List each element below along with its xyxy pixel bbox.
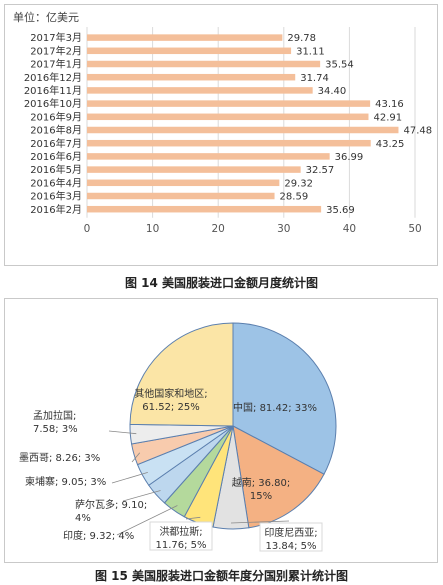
country-chart-panel: 中国; 81.42; 33% 越南; 36.80; 15% 印度尼西亚; 13.84; … [4,298,438,563]
bar-value-label: 28.59 [280,192,309,203]
pie-label-line: 墨西哥; 8.26; 3% [19,452,100,464]
leader-line [111,471,148,484]
y-category-label: 2016年3月 [30,190,82,203]
y-category-label: 2016年9月 [30,110,82,123]
x-tick-label: 20 [212,223,225,235]
monthly-bar-chart: 单位：亿美元 0 10 20 30 40 50 2017年3月 29.78 2017年2月 31.1… [13,10,432,235]
bar [87,126,399,134]
bar-value-label: 32.57 [306,165,335,176]
pie-label-line: 11.76; 5% [155,540,206,551]
pie-label-line: 7.58; 3% [33,424,78,435]
pie-label: 柬埔寨; 9.05; 3% [25,471,148,488]
x-tick-label: 30 [277,223,290,235]
pie-label-line: 柬埔寨; 9.05; 3% [25,475,106,488]
pie-slice [232,425,325,529]
leader-line [108,430,137,435]
x-tick-label: 50 [408,223,421,235]
pie-label: 其他国家和地区; 61.52; 25% [134,387,207,413]
pie-label-line: 印度; 9.32; 4% [63,529,134,542]
label-box [149,521,213,551]
x-tick-label: 40 [343,223,356,235]
y-category-label: 2016年5月 [30,163,82,176]
y-category-label: 2016年7月 [30,137,82,150]
pie-label-line: 印度尼西亚; [264,526,317,539]
bar-value-label: 34.40 [318,86,347,97]
y-category-label: 2016年4月 [30,176,82,189]
pie-label-line: 萨尔瓦多; 9.10; [75,498,147,511]
pie-label: 孟加拉国; 7.58; 3% [33,409,137,435]
pie-label: 萨尔瓦多; 9.10; 4% [75,490,161,524]
bar-value-label: 29.32 [284,178,313,189]
country-pie-chart: 中国; 81.42; 33% 越南; 36.80; 15% 印度尼西亚; 13.84; … [19,322,337,552]
bar-value-label: 43.25 [376,139,405,150]
pie-label-line: 61.52; 25% [142,402,199,413]
pie-label: 中国; 81.42; 33% [233,401,317,414]
pie-label-line: 15% [250,491,272,502]
monthly-chart-panel: 单位：亿美元 0 10 20 30 40 50 2017年3月 29.78 2017年2月 31.1… [4,4,438,266]
pie-label-line: 中国; 81.42; 33% [233,401,317,414]
pie-label-line: 洪都拉斯; [159,525,202,538]
bar-value-label: 35.54 [325,60,354,71]
bar-value-label: 31.11 [296,46,325,57]
figure-15-caption: 图 15 美国服装进口金额年度分国别累计统计图 [94,569,349,583]
label-box [259,522,323,552]
bar-value-label: 47.48 [403,126,432,137]
bar-value-label: 36.99 [335,152,364,163]
leader-line [131,452,141,463]
pie-label: 洪都拉斯; 11.76; 5% [149,516,213,551]
leader-line [230,520,290,524]
bar [87,87,313,94]
bar [87,153,330,160]
leader-line [185,516,201,520]
y-category-label: 2016年10月 [24,97,82,110]
bar-value-label: 35.69 [326,205,355,216]
bar-value-label: 31.74 [300,73,329,84]
y-category-label: 2016年2月 [30,203,82,216]
bar [87,100,371,107]
y-category-label: 2017年1月 [30,58,82,71]
y-category-label: 2016年12月 [24,71,82,84]
figure-14-caption: 图 14 美国服装进口金额月度统计图 [124,276,319,290]
bar [87,34,283,41]
leader-line [122,490,161,502]
bar [87,60,321,68]
pie-label-line: 其他国家和地区; [134,387,207,400]
bar [87,179,280,187]
pie-label-line: 13.84; 5% [265,541,316,552]
pie-slice [232,322,337,475]
y-category-label: 2016年6月 [30,150,82,163]
y-category-label: 2017年3月 [30,31,82,44]
bar [87,113,369,121]
bar [87,73,296,81]
pie-label: 越南; 36.80; 15% [232,476,291,502]
pie-slice [129,322,234,427]
y-category-label: 2016年8月 [30,124,82,137]
leader-line [116,505,178,536]
bar [87,166,301,173]
pie-label-line: 4% [75,513,91,524]
pie-label: 墨西哥; 8.26; 3% [19,452,141,464]
y-category-label: 2017年2月 [30,44,82,57]
bar [87,47,292,55]
bar-value-label: 29.78 [287,33,316,44]
pie-label-line: 越南; 36.80; [232,476,291,489]
pie-label: 印度; 9.32; 4% [63,505,178,542]
bar [87,205,322,213]
bar [87,139,371,147]
y-category-label: 2016年11月 [24,84,82,97]
bar-value-label: 43.16 [375,99,404,110]
x-tick-label: 0 [84,223,91,235]
pie-label-line: 孟加拉国; [33,409,76,422]
bar-value-label: 42.91 [373,112,402,123]
unit-label: 单位：亿美元 [13,10,79,24]
bar [87,192,275,200]
x-tick-label: 10 [146,223,159,235]
pie-label: 印度尼西亚; 13.84; 5% [230,520,323,552]
